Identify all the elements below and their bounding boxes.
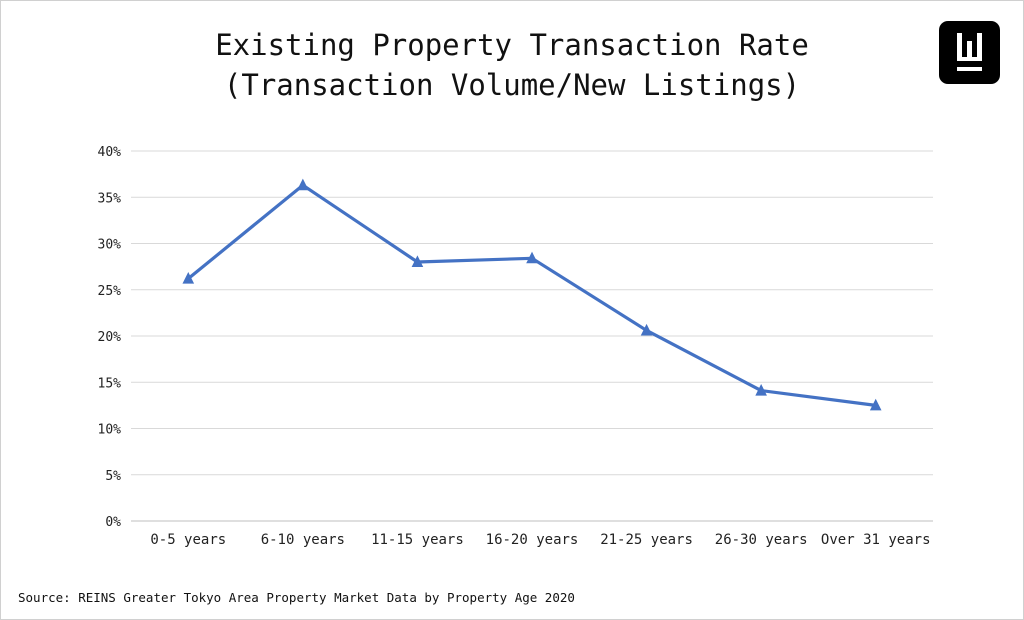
chart-title-line-1: Existing Property Transaction Rate xyxy=(215,28,809,62)
chart-title-line-2: (Transaction Volume/New Listings) xyxy=(223,68,801,102)
y-tick-label: 10% xyxy=(98,423,122,438)
x-tick-label: Over 31 years xyxy=(821,532,931,548)
x-tick-label: 26-30 years xyxy=(715,532,808,548)
x-tick-label: 0-5 years xyxy=(150,532,226,548)
y-tick-label: 35% xyxy=(98,191,122,206)
w-logo-icon xyxy=(939,21,1000,84)
y-tick-label: 15% xyxy=(98,376,122,391)
source-note: Source: REINS Greater Tokyo Area Propert… xyxy=(18,590,575,605)
data-point-marker xyxy=(297,178,309,191)
y-tick-label: 30% xyxy=(98,238,122,253)
data-point-marker xyxy=(755,383,767,396)
x-tick-label: 21-25 years xyxy=(600,532,693,548)
x-tick-label: 16-20 years xyxy=(486,532,579,548)
data-point-marker xyxy=(526,251,538,264)
y-tick-label: 20% xyxy=(98,330,122,345)
data-point-marker xyxy=(411,255,424,267)
y-tick-label: 5% xyxy=(105,469,121,484)
x-tick-label: 11-15 years xyxy=(371,532,464,548)
data-point-marker xyxy=(182,272,195,284)
data-point-marker xyxy=(869,398,882,411)
data-point-marker xyxy=(640,323,653,336)
x-tick-label: 6-10 years xyxy=(261,532,345,548)
y-tick-label: 25% xyxy=(98,284,122,299)
y-tick-label: 40% xyxy=(98,145,122,160)
y-tick-label: 0% xyxy=(105,515,121,530)
series-line xyxy=(187,183,876,407)
